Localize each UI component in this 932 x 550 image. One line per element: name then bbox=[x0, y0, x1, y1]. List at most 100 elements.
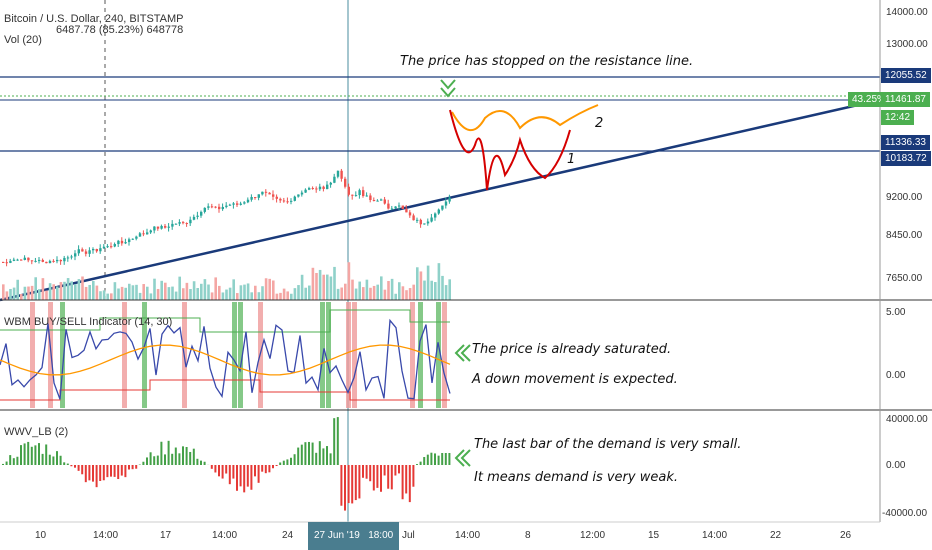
histogram-bar bbox=[304, 442, 307, 465]
histogram-bar bbox=[117, 465, 120, 480]
histogram-bar bbox=[113, 465, 116, 477]
volume-bar bbox=[214, 277, 217, 300]
candle-body bbox=[203, 207, 206, 212]
volume-bar bbox=[372, 285, 376, 300]
histogram-bar bbox=[196, 458, 199, 465]
volume-bar bbox=[95, 285, 99, 300]
signal-bar bbox=[436, 302, 441, 408]
candle-body bbox=[74, 253, 77, 257]
signal-bar bbox=[60, 302, 65, 408]
volume-bar bbox=[340, 287, 343, 300]
histogram-bar bbox=[354, 465, 357, 501]
price-tag-resistance: 12055.52 bbox=[881, 68, 931, 83]
candle-body bbox=[5, 262, 8, 264]
volume-bar bbox=[257, 292, 261, 300]
ohlc-values: 6487.78 (85.23%) 648778 bbox=[56, 24, 184, 36]
volume-bar bbox=[315, 272, 318, 300]
volume-bar bbox=[243, 284, 246, 300]
time-tick: 12:00 bbox=[580, 530, 606, 541]
histogram-bar bbox=[318, 441, 321, 465]
candle-body bbox=[192, 216, 196, 220]
volume-bar bbox=[308, 285, 311, 300]
histogram-bar bbox=[434, 453, 436, 465]
histogram-bar bbox=[286, 459, 289, 465]
volume-bar bbox=[113, 282, 117, 300]
volume-bar bbox=[160, 280, 163, 300]
signal-bar bbox=[30, 302, 35, 408]
signal-bar bbox=[418, 302, 423, 408]
volume-bar bbox=[264, 278, 268, 300]
candle-body bbox=[340, 170, 343, 179]
histogram-bar bbox=[293, 454, 296, 465]
volume-bar bbox=[380, 276, 383, 300]
candles-group bbox=[2, 168, 451, 267]
candle-body bbox=[92, 248, 95, 251]
histogram-bar bbox=[30, 446, 33, 465]
candle-body bbox=[70, 256, 73, 258]
volume-bar bbox=[369, 287, 372, 300]
histogram-bar bbox=[59, 455, 62, 465]
time-highlight-date: 27 Jun '19 18:00 bbox=[308, 522, 400, 550]
volume-bar bbox=[182, 288, 185, 300]
histogram-bar bbox=[383, 465, 386, 476]
histogram-bar bbox=[372, 465, 375, 491]
projection-path-2 bbox=[451, 104, 599, 131]
histogram-bar bbox=[390, 465, 393, 490]
candle-body bbox=[30, 260, 34, 262]
time-tick: 14:00 bbox=[93, 530, 119, 541]
volume-legend: Vol (20) bbox=[4, 34, 42, 46]
histogram-bar bbox=[38, 443, 40, 465]
price-tag-current: 11461.87 bbox=[881, 92, 930, 107]
candle-body bbox=[160, 225, 163, 229]
signal-bar bbox=[442, 302, 447, 408]
histogram-bar bbox=[27, 441, 30, 465]
histogram-bar bbox=[146, 457, 148, 465]
candle-body bbox=[300, 192, 304, 195]
signal-bar bbox=[410, 302, 415, 408]
candle-body bbox=[264, 191, 268, 193]
candle-body bbox=[38, 259, 41, 261]
candle-body bbox=[236, 203, 239, 205]
candle-body bbox=[383, 199, 386, 204]
volume-bar bbox=[358, 281, 361, 300]
histogram-bar bbox=[351, 465, 354, 504]
volume-bar bbox=[120, 286, 124, 300]
volume-bar bbox=[200, 283, 203, 300]
volume-bar bbox=[185, 282, 189, 300]
histogram-bar bbox=[63, 462, 66, 465]
candle-body bbox=[444, 201, 448, 206]
indicator2-title: WWV_LB (2) bbox=[4, 426, 69, 438]
histogram-bar bbox=[311, 442, 314, 465]
volume-bar bbox=[286, 291, 289, 300]
volume-bar bbox=[290, 293, 293, 300]
volume-bar bbox=[448, 279, 451, 300]
histogram-bar bbox=[236, 465, 238, 491]
histogram-bar bbox=[74, 465, 76, 468]
candle-body bbox=[214, 206, 217, 208]
histogram-bar bbox=[329, 453, 332, 465]
candle-body bbox=[315, 188, 318, 190]
time-tick: 24 bbox=[282, 530, 294, 541]
histogram-bar bbox=[41, 453, 44, 465]
price-tick: 7650.00 bbox=[886, 273, 923, 284]
histogram-bar bbox=[268, 465, 271, 473]
chevron-left-icon bbox=[454, 449, 471, 467]
candle-body bbox=[430, 217, 433, 222]
candle-body bbox=[81, 249, 84, 252]
volume-bar bbox=[178, 276, 181, 300]
volume-bar bbox=[441, 275, 444, 300]
annotation-resistance: The price has stopped on the resistance … bbox=[400, 54, 694, 69]
candle-body bbox=[297, 194, 300, 197]
histogram-bar bbox=[398, 465, 400, 474]
volume-bar bbox=[300, 274, 304, 300]
histogram-bar bbox=[9, 455, 12, 465]
histogram-bar bbox=[264, 465, 267, 474]
volume-bar bbox=[59, 282, 63, 300]
candle-body bbox=[268, 192, 271, 195]
candle-body bbox=[164, 225, 167, 228]
histogram-bar bbox=[5, 461, 8, 465]
histogram-bar bbox=[2, 463, 4, 465]
candle-body bbox=[344, 178, 347, 187]
